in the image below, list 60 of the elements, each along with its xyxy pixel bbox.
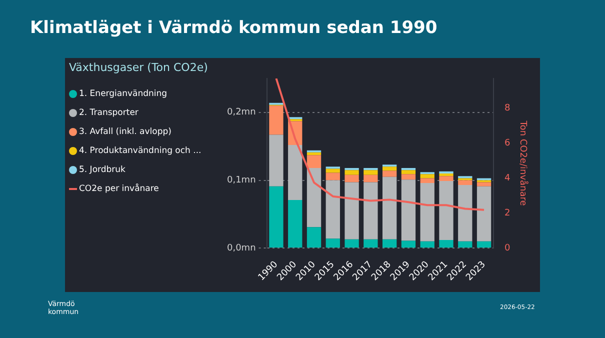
bar	[269, 186, 284, 248]
bar	[401, 240, 416, 248]
bar	[364, 170, 378, 175]
bar	[364, 182, 378, 240]
legend-label: 4. Produktanvändning och ...	[79, 146, 202, 156]
bar	[288, 144, 302, 200]
bar	[420, 178, 434, 183]
legend-label: CO2e per invånare	[79, 184, 159, 194]
bar	[326, 238, 340, 248]
bar	[401, 180, 416, 241]
legend-label: 3. Avfall (inkl. avlopp)	[79, 126, 172, 136]
y-tick-label: 0,2mn	[226, 108, 256, 118]
legend-label: 1. Energianvändning	[79, 88, 168, 98]
bar	[476, 186, 492, 242]
bar	[420, 182, 434, 242]
y2-axis-title: Ton CO2e/invånare	[517, 120, 528, 206]
y2-tick-label: 8	[504, 103, 510, 114]
bar	[420, 174, 434, 178]
bar	[439, 173, 454, 176]
bar	[326, 172, 340, 180]
y-tick-label: 0,1mn	[226, 176, 256, 186]
y2-tick-label: 6	[504, 138, 510, 148]
y2-tick-label: 4	[504, 174, 510, 184]
y-tick-label: 0,0mn	[226, 244, 256, 254]
bar	[326, 180, 340, 239]
bar	[382, 170, 397, 177]
bar	[306, 168, 322, 228]
legend-label: 5. Jordbruk	[79, 164, 126, 174]
bar	[382, 239, 397, 248]
bar	[344, 174, 359, 182]
bar	[458, 241, 472, 248]
bar	[476, 241, 492, 248]
bar	[382, 176, 397, 240]
bar	[439, 240, 454, 248]
bar	[269, 134, 284, 186]
bar	[439, 180, 454, 240]
bar	[458, 185, 472, 242]
bar	[306, 155, 322, 168]
bar	[401, 170, 416, 174]
bar	[306, 152, 322, 156]
chart-title: Klimatläget i Värmdö kommun sedan 1990	[30, 18, 438, 38]
bar	[288, 200, 302, 248]
bar	[458, 180, 472, 186]
bar	[382, 166, 397, 171]
bar	[306, 227, 322, 248]
bar	[344, 239, 359, 248]
bar	[269, 106, 284, 135]
text: Växthusgaser (Ton CO2e)	[69, 61, 208, 74]
bar	[420, 241, 434, 248]
legend-label: 2. Transporter	[79, 108, 138, 118]
bar	[326, 168, 340, 173]
y2-tick-label: 2	[504, 208, 510, 219]
bar	[344, 170, 359, 175]
bar	[439, 176, 454, 181]
bar	[476, 182, 492, 186]
bar	[364, 239, 378, 248]
bar	[364, 174, 378, 182]
bar	[401, 174, 416, 180]
bar	[344, 182, 359, 240]
y2-tick-label: 0	[504, 244, 510, 254]
